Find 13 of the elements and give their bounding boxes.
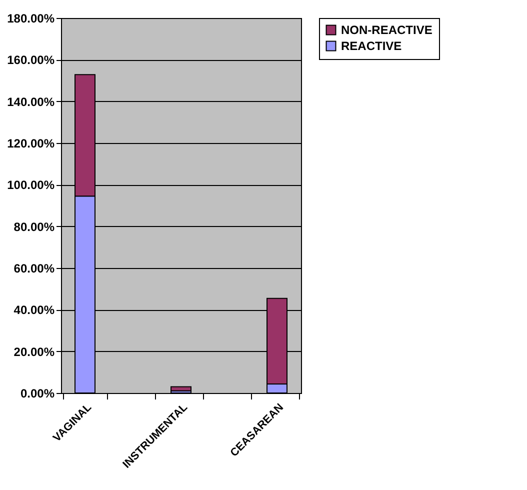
y-tick-label: 80.00% — [14, 220, 55, 234]
y-tick-label: 0.00% — [20, 386, 55, 400]
y-tick-label: 120.00% — [7, 136, 55, 150]
bar — [170, 386, 192, 392]
legend-label: REACTIVE — [341, 39, 402, 53]
y-tick-label: 60.00% — [14, 262, 55, 276]
y-tick-label: 20.00% — [14, 344, 55, 359]
y-tick-label: 180.00% — [7, 12, 55, 26]
legend-label: NON-REACTIVE — [341, 23, 432, 37]
y-tick-label: 160.00% — [7, 53, 55, 68]
y-tick-label: 40.00% — [14, 303, 55, 318]
y-tick-label: 100.00% — [7, 178, 55, 192]
y-tick-label: 140.00% — [7, 94, 55, 109]
